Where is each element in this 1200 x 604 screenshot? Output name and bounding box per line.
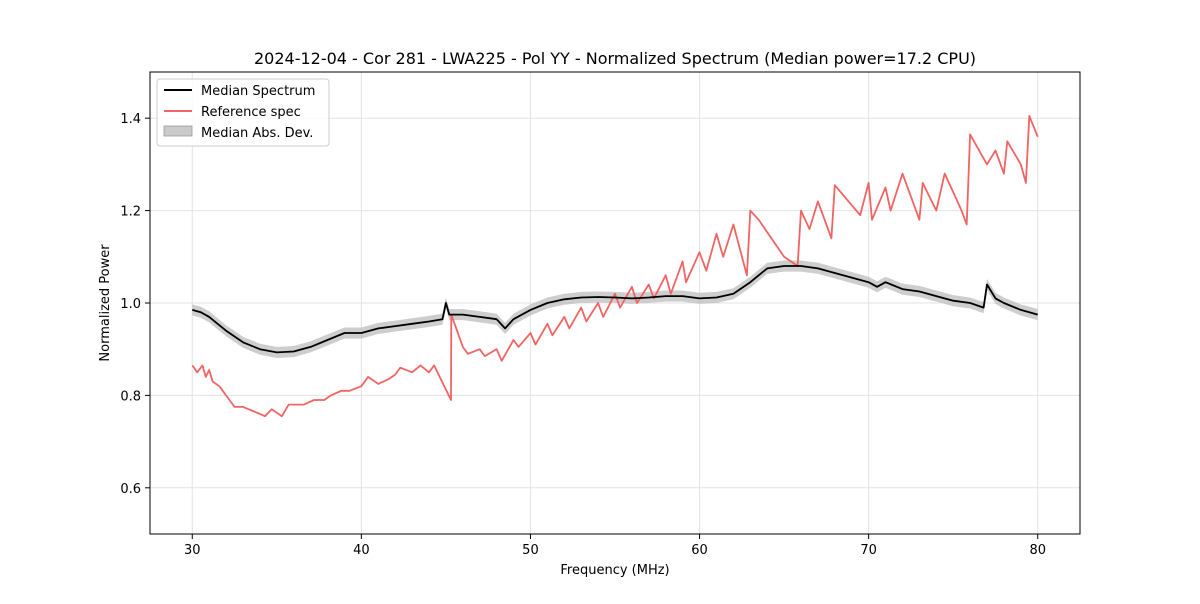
- x-axis-label: Frequency (MHz): [560, 563, 669, 578]
- x-axis: 30 40 50 60 70 80: [184, 534, 1046, 558]
- mad-band-layer: [192, 260, 1038, 358]
- x-tick-label: 80: [1029, 543, 1046, 558]
- legend: Median Spectrum Reference spec Median Ab…: [156, 78, 330, 147]
- y-tick-label: 1.4: [120, 112, 141, 127]
- x-tick-label: 30: [184, 543, 201, 558]
- legend-frame: [156, 78, 330, 147]
- legend-mad-label: Median Abs. Dev.: [201, 126, 313, 141]
- legend-reference-label: Reference spec: [201, 105, 301, 120]
- reference-spec-line: [191, 115, 1039, 418]
- y-tick-label: 1.0: [120, 297, 141, 312]
- series-layer: [191, 115, 1039, 418]
- x-tick-label: 40: [353, 543, 370, 558]
- mad-band: [192, 260, 1038, 358]
- median-spectrum-line: [192, 265, 1038, 354]
- legend-median-label: Median Spectrum: [201, 84, 315, 99]
- legend-mad-swatch: [163, 125, 193, 137]
- y-tick-label: 0.6: [120, 482, 141, 497]
- y-tick-label: 0.8: [120, 389, 141, 404]
- y-tick-label: 1.2: [120, 205, 141, 220]
- chart-title: 2024-12-04 - Cor 281 - LWA225 - Pol YY -…: [254, 49, 976, 68]
- x-tick-label: 50: [522, 543, 539, 558]
- y-axis: 0.6 0.8 1.0 1.2 1.4: [120, 112, 150, 497]
- x-tick-label: 60: [691, 543, 708, 558]
- grid: [150, 72, 1080, 534]
- x-tick-label: 70: [860, 543, 877, 558]
- y-axis-label: Normalized Power: [98, 244, 113, 362]
